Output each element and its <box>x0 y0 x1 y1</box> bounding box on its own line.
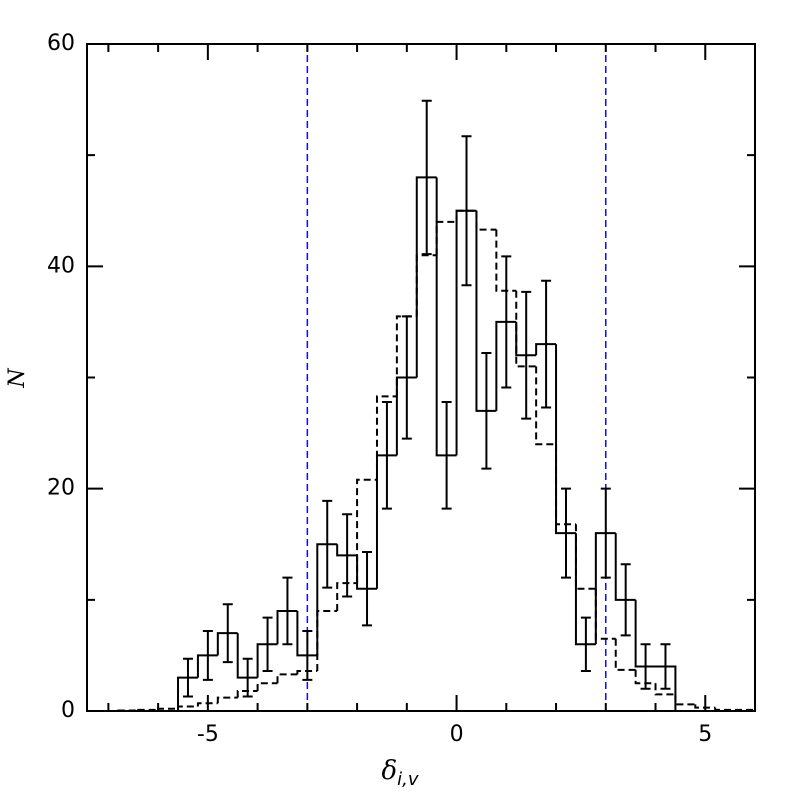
histogram-step <box>614 533 636 601</box>
y-tick-label: 20 <box>47 476 75 501</box>
error-bar <box>362 551 373 627</box>
error-bar <box>660 643 671 690</box>
histogram-step <box>395 315 417 397</box>
histogram-step <box>694 704 716 709</box>
histogram-step <box>594 588 616 640</box>
error-bar <box>501 255 512 389</box>
histogram-step <box>196 654 218 678</box>
error-bar <box>640 643 651 690</box>
histogram-step <box>634 669 656 685</box>
histogram-step <box>555 444 576 526</box>
error-bar <box>481 352 492 470</box>
histogram-step <box>735 708 756 711</box>
error-bar <box>262 616 273 672</box>
histogram-step <box>256 643 278 678</box>
y-tick-label: 40 <box>47 253 75 278</box>
histogram-step <box>375 395 397 480</box>
histogram-step <box>316 543 338 656</box>
histogram-step <box>475 210 497 412</box>
histogram-step <box>535 366 557 446</box>
histogram-step <box>435 177 457 457</box>
histogram-step <box>296 610 318 657</box>
histogram-step <box>395 376 417 456</box>
histogram-step <box>634 599 656 668</box>
histogram-step <box>216 632 238 656</box>
histogram-step <box>177 676 198 711</box>
histogram-step <box>714 707 736 711</box>
histogram-step <box>495 320 517 411</box>
histogram-step <box>475 210 497 231</box>
histogram-step <box>256 682 278 691</box>
error-bar <box>600 487 611 579</box>
error-bar <box>541 279 552 409</box>
histogram-step <box>455 209 477 222</box>
error-bar <box>282 576 293 646</box>
histogram-step <box>594 532 616 645</box>
error-bar <box>580 616 591 672</box>
histogram-step <box>535 343 557 356</box>
histogram-step <box>654 683 676 696</box>
histogram-step <box>574 524 596 590</box>
histogram-step <box>276 609 298 645</box>
error-bar <box>322 499 333 589</box>
error-bar <box>560 487 571 579</box>
histogram-step <box>674 694 696 706</box>
y-tick-label: 0 <box>61 698 75 723</box>
histogram-step <box>495 229 517 292</box>
x-axis-label: δi,v <box>381 756 418 790</box>
y-axis-label: N <box>5 368 30 389</box>
histogram-step <box>515 321 537 357</box>
histogram-step <box>415 254 437 317</box>
x-tick-label: 0 <box>450 722 464 747</box>
error-bar <box>421 99 432 256</box>
histogram-step <box>336 544 358 557</box>
histogram-step <box>435 220 457 256</box>
histogram-step <box>336 582 358 611</box>
error-bar <box>521 290 532 420</box>
error-bar <box>222 603 233 664</box>
error-bar <box>381 400 392 510</box>
histogram-step <box>356 478 377 584</box>
error-bar <box>461 135 472 287</box>
x-tick-label: 5 <box>698 722 712 747</box>
plot-frame <box>86 43 756 712</box>
error-bar <box>182 657 193 698</box>
x-tick-label: -5 <box>197 722 219 747</box>
histogram-step <box>515 290 537 368</box>
histogram-step <box>196 702 218 707</box>
error-bar <box>441 400 452 510</box>
error-bar <box>620 563 631 637</box>
histogram-step <box>216 696 238 704</box>
histogram-step <box>157 707 179 710</box>
y-tick-label: 60 <box>47 31 75 56</box>
histogram-step <box>177 705 198 709</box>
histogram-step <box>614 638 636 671</box>
histogram-step <box>296 669 318 675</box>
error-bar <box>202 629 213 681</box>
histogram-step <box>236 633 258 679</box>
histogram-step <box>236 689 258 698</box>
histogram-step <box>276 673 298 684</box>
histogram-step <box>316 609 338 671</box>
histogram-step <box>555 344 576 535</box>
